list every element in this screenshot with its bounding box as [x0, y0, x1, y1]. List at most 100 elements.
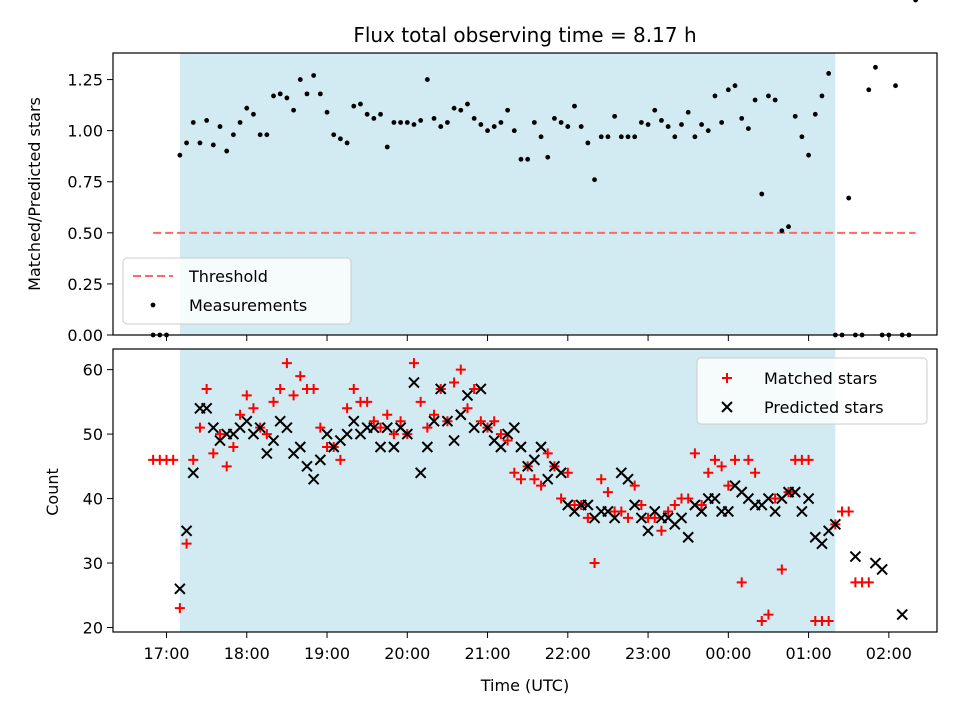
matched-point — [596, 474, 607, 485]
predicted-point — [267, 434, 280, 447]
predicted-point — [307, 473, 320, 485]
y-tick-label: 0.00 — [67, 326, 103, 345]
measurement-point — [585, 140, 591, 146]
measurement-point — [491, 124, 497, 129]
measurement-point — [224, 148, 230, 154]
legend-matched-swatch — [722, 373, 732, 383]
measurement-point — [572, 103, 577, 109]
measurement-point — [578, 124, 584, 129]
y-tick-label: 50 — [83, 425, 103, 444]
matched-point — [188, 454, 199, 465]
measurement-point — [699, 122, 704, 127]
predicted-point — [695, 505, 708, 518]
matched-point — [382, 409, 393, 420]
matched-point — [629, 480, 640, 491]
predicted-point — [789, 486, 801, 498]
matched-point — [241, 390, 252, 401]
predicted-point — [608, 512, 621, 524]
predicted-point — [475, 383, 487, 395]
matched-point — [616, 506, 627, 517]
predicted-point — [896, 608, 908, 621]
measurement-point — [251, 111, 256, 117]
measurement-point — [505, 107, 511, 113]
measurement-point — [264, 132, 270, 138]
measurement-point — [732, 83, 738, 89]
measurement-point — [398, 120, 403, 125]
measurement-point — [465, 101, 470, 107]
panel-counts: 20 30 40 50 60 17:00 18:00 19:00 20:00 21:00 22:00… — [83, 349, 938, 663]
matched-point — [449, 377, 460, 388]
matched-point — [542, 448, 553, 459]
predicted-point — [321, 428, 333, 440]
predicted-point — [455, 409, 467, 421]
matched-point — [863, 577, 874, 588]
matched-point — [489, 416, 500, 427]
matched-point — [308, 383, 319, 394]
x-tick-label: 20:00 — [384, 644, 430, 663]
measurement-point — [525, 156, 531, 162]
predicted-point — [542, 473, 554, 485]
matched-point — [709, 454, 720, 465]
measurement-point — [498, 120, 504, 125]
matched-point — [342, 403, 353, 414]
predicted-point — [816, 537, 828, 550]
matched-point — [248, 403, 259, 414]
measurement-point — [204, 118, 210, 123]
y-tick-label: 0.50 — [67, 224, 103, 243]
predicted-point — [802, 492, 815, 505]
matched-point — [422, 422, 433, 433]
measurement-point — [725, 87, 731, 93]
x-axis-title: Time (UTC) — [480, 676, 569, 695]
measurement-point — [378, 111, 383, 117]
matched-point — [455, 364, 466, 375]
legend-measurements-label: Measurements — [189, 296, 307, 315]
matched-point — [408, 358, 419, 369]
matched-point — [348, 383, 359, 394]
measurement-point — [705, 128, 711, 134]
measurement-point — [230, 132, 236, 138]
matched-point — [335, 454, 346, 465]
predicted-point — [241, 415, 253, 427]
measurement-point — [786, 224, 791, 230]
matched-point — [763, 609, 774, 620]
legend-matched-label: Matched stars — [764, 369, 877, 388]
matched-point — [536, 480, 547, 491]
matched-point — [362, 396, 373, 407]
measurement-point — [745, 126, 751, 132]
matched-point — [429, 409, 440, 420]
measurement-point — [257, 132, 263, 138]
measurement-point — [685, 109, 691, 115]
predicted-point — [796, 505, 808, 518]
measurement-point — [418, 118, 424, 123]
measurement-point — [244, 105, 250, 111]
measurement-point — [271, 93, 276, 99]
matched-point — [415, 396, 426, 407]
x-tick-label: 21:00 — [464, 644, 510, 663]
matched-point — [295, 371, 306, 382]
predicted-point — [187, 467, 199, 479]
predicted-point — [435, 383, 447, 395]
matched-point — [750, 467, 761, 478]
measurement-point — [652, 107, 658, 113]
chart-title: Flux total observing time = 8.17 h — [353, 23, 696, 47]
matched-point — [756, 616, 767, 627]
measurement-point — [679, 122, 684, 127]
matched-point — [168, 454, 179, 465]
matched-point — [636, 500, 647, 511]
predicted-point — [762, 492, 775, 505]
y-tick-label: 0.75 — [67, 173, 103, 192]
measurement-point — [625, 134, 631, 140]
matched-point — [803, 454, 814, 465]
matched-point — [602, 487, 613, 498]
predicted-point — [461, 389, 474, 402]
measurement-point — [873, 64, 878, 70]
x-tick-label: 00:00 — [705, 644, 751, 663]
measurement-point — [184, 140, 189, 146]
measurement-point — [766, 93, 771, 99]
y-tick-label: 0.25 — [67, 275, 103, 294]
legend: Matched stars Predicted stars — [696, 357, 928, 425]
predicted-point — [849, 550, 862, 563]
measurement-point — [297, 77, 303, 82]
matched-point — [228, 441, 239, 452]
